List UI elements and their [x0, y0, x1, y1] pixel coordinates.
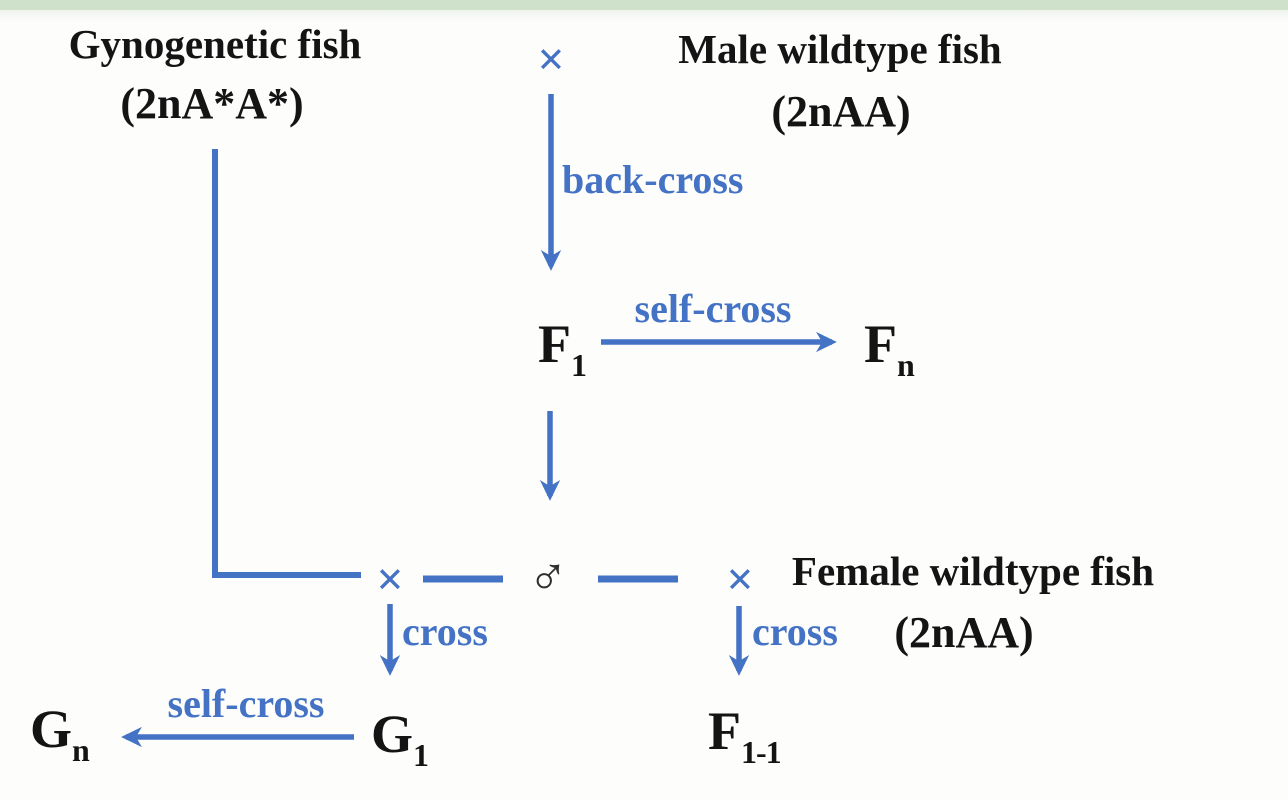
cross-label-right: cross [752, 609, 838, 654]
top-border-fade [0, 10, 1288, 22]
gn-base: G [30, 699, 73, 759]
male-wildtype-genotype: (2nAA) [771, 87, 911, 136]
self-cross-label-g: self-cross [167, 681, 325, 726]
f1-1-node: F1-1 [708, 701, 782, 770]
f1-1-subscript: 1-1 [741, 734, 782, 770]
male-wildtype-name: Male wildtype fish [678, 26, 1002, 72]
male-sign-symbol: ♂ [527, 547, 569, 607]
back-cross-label: back-cross [562, 157, 744, 202]
cross-symbol-left: × [376, 553, 404, 606]
fn-subscript: n [897, 347, 915, 383]
female-wildtype-name: Female wildtype fish [791, 548, 1155, 594]
g1-subscript: 1 [413, 737, 429, 773]
self-cross-label-f: self-cross [634, 286, 792, 331]
g1-node: G1 [371, 704, 429, 773]
gynogenetic-fish-genotype: (2nA*A*) [120, 79, 304, 128]
cross-symbol-right: × [726, 553, 754, 606]
gynogenetic-connector-line [212, 149, 361, 578]
gn-subscript: n [72, 732, 90, 768]
f1-1-base: F [708, 701, 741, 761]
top-border-bar [0, 0, 1288, 10]
f1-subscript: 1 [571, 347, 587, 383]
gn-node: Gn [30, 699, 90, 768]
cross-symbol-top: × [537, 33, 565, 86]
gynogenetic-fish-name: Gynogenetic fish [68, 21, 362, 67]
g1-base: G [371, 704, 414, 764]
cross-label-left: cross [402, 609, 488, 654]
fn-node: Fn [864, 314, 915, 383]
f1-base: F [538, 314, 571, 374]
f1-node: F1 [538, 314, 587, 383]
female-wildtype-genotype: (2nAA) [894, 608, 1034, 657]
fn-base: F [864, 314, 897, 374]
